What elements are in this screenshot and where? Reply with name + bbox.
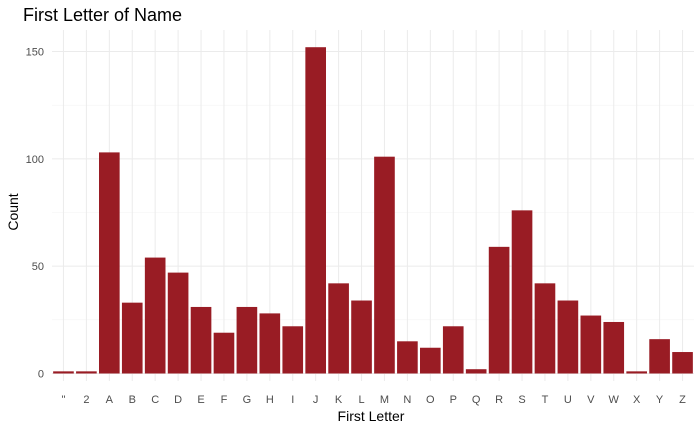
bar — [76, 371, 97, 374]
x-tick-label: O — [426, 394, 435, 406]
x-tick-label: T — [542, 394, 549, 406]
x-tick-label: N — [403, 394, 411, 406]
chart-title: First Letter of Name — [23, 5, 182, 25]
bar — [603, 321, 625, 374]
x-tick-label: K — [335, 394, 343, 406]
bar — [420, 347, 441, 374]
y-tick-label: 50 — [32, 261, 44, 273]
x-tick-label: " — [62, 394, 66, 406]
bar — [351, 300, 372, 374]
bar — [442, 326, 464, 374]
x-tick-label: V — [587, 394, 595, 406]
bar — [282, 326, 304, 374]
bar — [397, 341, 418, 374]
x-tick-label: Q — [472, 394, 481, 406]
bar — [213, 332, 235, 374]
x-tick-label: P — [450, 394, 457, 406]
bar — [236, 306, 258, 374]
x-tick-label: C — [151, 394, 159, 406]
x-tick-label: U — [564, 394, 572, 406]
bar — [557, 300, 579, 374]
bar — [259, 313, 281, 374]
x-tick-label: I — [291, 394, 294, 406]
x-tick-label: 2 — [83, 394, 89, 406]
x-tick-label: S — [518, 394, 525, 406]
bar — [626, 371, 647, 374]
x-tick-labels: " 2 A B C D E F G H I J K L M N O P Q R S T U V W X Y Z — [62, 394, 687, 406]
y-tick-label: 150 — [26, 47, 44, 59]
x-tick-label: Z — [679, 394, 686, 406]
x-tick-label: M — [380, 394, 389, 406]
bar — [672, 352, 693, 374]
x-tick-label: L — [358, 394, 364, 406]
x-tick-label: F — [221, 394, 228, 406]
x-tick-label: X — [633, 394, 641, 406]
bar — [649, 339, 670, 374]
bar — [488, 246, 510, 374]
bar — [465, 369, 487, 374]
x-tick-label: E — [197, 394, 204, 406]
x-tick-label: H — [266, 394, 274, 406]
bars — [53, 47, 693, 374]
x-tick-label: B — [129, 394, 136, 406]
x-tick-label: G — [243, 394, 252, 406]
bar — [144, 257, 166, 374]
bar — [374, 156, 395, 374]
x-tick-label: A — [106, 394, 114, 406]
bar — [53, 371, 74, 374]
y-tick-label: 0 — [38, 369, 44, 381]
bar — [534, 283, 556, 374]
y-tick-label: 100 — [26, 154, 44, 166]
bar — [121, 302, 143, 374]
y-axis-title: Count — [5, 193, 21, 230]
x-tick-label: W — [609, 394, 620, 406]
x-tick-label: D — [174, 394, 182, 406]
bar — [580, 315, 602, 374]
x-tick-label: Y — [656, 394, 664, 406]
bar — [190, 306, 212, 374]
bar — [167, 272, 189, 374]
bar — [511, 210, 533, 374]
x-tick-label: J — [313, 394, 319, 406]
y-tick-labels: 0 50 100 150 — [26, 47, 44, 381]
x-tick-label: R — [495, 394, 503, 406]
bar — [99, 152, 120, 374]
bar — [328, 283, 349, 374]
x-axis-title: First Letter — [338, 408, 405, 424]
bar — [305, 47, 326, 374]
